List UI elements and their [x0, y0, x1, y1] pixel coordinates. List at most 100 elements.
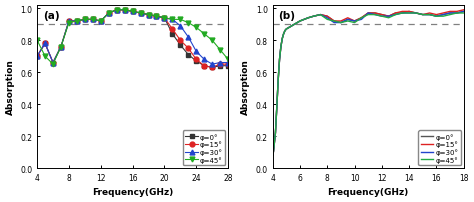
φ=15° [345, 18, 351, 20]
φ=15° [277, 59, 283, 61]
φ=0° [201, 65, 207, 68]
φ=45° [154, 16, 159, 18]
Text: (b): (b) [278, 11, 295, 21]
φ=0° [271, 145, 277, 147]
φ=0° [154, 16, 159, 18]
φ=30° [138, 13, 144, 15]
φ=0° [279, 38, 285, 41]
X-axis label: Frequency(GHz): Frequency(GHz) [92, 187, 173, 197]
φ=15° [358, 18, 364, 20]
φ=30° [440, 14, 446, 17]
φ=45° [400, 13, 405, 15]
φ=45° [372, 14, 378, 17]
Legend: φ=0°, φ=15°, φ=30°, φ=45°: φ=0°, φ=15°, φ=30°, φ=45° [183, 131, 225, 165]
φ=45° [185, 22, 191, 25]
φ=0° [447, 13, 453, 15]
φ=30° [286, 27, 292, 29]
φ=30° [358, 19, 364, 21]
φ=30° [379, 16, 385, 18]
φ=15° [66, 21, 72, 23]
φ=45° [274, 106, 280, 109]
φ=30° [50, 62, 56, 64]
φ=15° [294, 22, 300, 25]
φ=30° [454, 13, 460, 15]
φ=0° [454, 13, 460, 15]
φ=0° [98, 21, 104, 23]
φ=0° [318, 14, 323, 17]
φ=15° [74, 21, 80, 23]
φ=15° [274, 106, 280, 109]
φ=15° [90, 19, 96, 21]
φ=45° [406, 13, 412, 15]
φ=45° [338, 22, 344, 25]
φ=30° [170, 19, 175, 21]
φ=0° [289, 25, 295, 28]
φ=0° [386, 16, 392, 18]
φ=0° [274, 106, 280, 109]
Line: φ=0°: φ=0° [273, 12, 464, 156]
φ=0° [273, 132, 278, 134]
φ=15° [292, 24, 297, 26]
φ=15° [50, 62, 56, 64]
φ=0° [282, 30, 288, 33]
φ=15° [146, 14, 151, 17]
φ=30° [461, 11, 466, 14]
φ=30° [34, 56, 40, 58]
φ=30° [114, 9, 119, 12]
φ=15° [201, 65, 207, 68]
φ=0° [278, 46, 284, 48]
φ=30° [130, 11, 136, 14]
φ=45° [331, 21, 337, 23]
φ=15° [271, 145, 277, 147]
φ=15° [42, 43, 48, 45]
φ=15° [331, 21, 337, 23]
φ=0° [352, 21, 357, 23]
φ=30° [434, 16, 439, 18]
φ=15° [275, 80, 281, 82]
φ=15° [406, 11, 412, 14]
φ=45° [225, 59, 231, 61]
φ=15° [301, 19, 307, 21]
φ=30° [352, 21, 357, 23]
Line: φ=0°: φ=0° [35, 8, 230, 70]
φ=0° [365, 13, 371, 15]
Line: φ=15°: φ=15° [35, 8, 230, 70]
φ=15° [271, 151, 276, 154]
φ=30° [162, 18, 167, 20]
φ=30° [427, 14, 432, 17]
φ=0° [50, 62, 56, 64]
φ=45° [42, 56, 48, 58]
φ=45° [271, 151, 276, 154]
φ=15° [217, 64, 223, 66]
φ=30° [289, 25, 295, 28]
φ=15° [434, 14, 439, 17]
φ=45° [201, 33, 207, 36]
φ=45° [50, 64, 56, 66]
φ=30° [406, 13, 412, 15]
φ=45° [271, 145, 277, 147]
φ=0° [440, 14, 446, 17]
φ=0° [82, 19, 88, 21]
φ=45° [461, 13, 466, 15]
φ=15° [278, 46, 284, 48]
φ=15° [372, 13, 378, 15]
φ=45° [58, 46, 64, 48]
φ=45° [278, 46, 284, 48]
Line: φ=30°: φ=30° [35, 8, 230, 67]
φ=15° [338, 21, 344, 23]
φ=30° [74, 21, 80, 23]
φ=0° [177, 44, 183, 47]
φ=45° [98, 21, 104, 23]
φ=45° [122, 9, 128, 12]
φ=30° [90, 19, 96, 21]
φ=0° [277, 59, 283, 61]
φ=30° [146, 14, 151, 17]
φ=15° [122, 9, 128, 12]
φ=15° [324, 16, 330, 18]
φ=30° [273, 132, 278, 134]
φ=15° [106, 13, 111, 15]
φ=45° [420, 14, 426, 17]
φ=15° [427, 13, 432, 15]
φ=30° [42, 43, 48, 45]
φ=30° [277, 59, 283, 61]
